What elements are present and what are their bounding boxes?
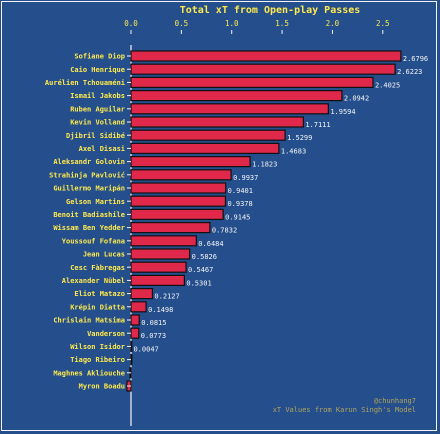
bar <box>130 261 187 273</box>
category-label: Gelson Martins <box>66 198 125 206</box>
value-label: 0.0047 <box>133 345 158 353</box>
bar <box>130 103 329 115</box>
category-label: Tiago Ribeiro <box>70 356 125 364</box>
value-label: 0.9145 <box>225 213 250 221</box>
category-label: Ismail Jakobs <box>70 92 125 100</box>
bar <box>130 195 227 207</box>
value-label: 2.0942 <box>344 95 369 103</box>
category-label: Aurélien Tchouaméni <box>45 79 125 87</box>
category-label: Djibril Sidibé <box>66 132 125 140</box>
bar <box>130 274 185 286</box>
value-label: 0.9937 <box>233 174 258 182</box>
value-label: 0.1498 <box>148 306 173 314</box>
value-label: 2.4025 <box>375 81 400 89</box>
chart-title: Total xT from Open-play Passes <box>180 5 361 16</box>
category-label: Eliot Matazo <box>74 290 125 298</box>
category-label: Myron Boadu <box>79 383 125 391</box>
bar <box>130 354 133 366</box>
x-tick-label: 1.5 <box>275 19 289 28</box>
category-label: Benoit Badiashile <box>53 211 125 219</box>
bar <box>130 301 147 313</box>
bar <box>130 182 227 194</box>
value-label: 2.6223 <box>397 68 422 76</box>
value-label: 0.0773 <box>141 332 166 340</box>
category-label: Wilson Isidor <box>70 343 125 351</box>
x-tick-label: 0.5 <box>175 19 189 28</box>
value-label: 1.1823 <box>252 161 277 169</box>
bar <box>130 76 374 89</box>
bar <box>130 208 224 220</box>
bar <box>130 235 197 247</box>
bar <box>130 116 304 128</box>
value-label: 0.2127 <box>154 293 179 301</box>
bar <box>130 50 402 62</box>
value-label: 0.5467 <box>188 266 213 274</box>
source-credit: xT Values from Karun Singh's Model <box>272 406 416 414</box>
category-label: Strahinja Pavlović <box>49 171 125 179</box>
value-label: 1.4683 <box>281 147 306 155</box>
bar <box>130 288 154 300</box>
x-tick-label: 2.5 <box>376 19 390 28</box>
bar <box>130 142 280 154</box>
category-label: Chrislain Matsima <box>53 317 125 325</box>
bar <box>130 340 133 352</box>
category-label: Cesc Fàbregas <box>70 264 125 272</box>
category-label: Sofiane Diop <box>74 53 125 61</box>
value-label: 0.9401 <box>228 187 253 195</box>
value-label: 1.5299 <box>287 134 312 142</box>
bar <box>130 63 396 75</box>
bar <box>130 89 343 102</box>
category-label: Axel Disasi <box>79 145 125 153</box>
value-label: 0.0815 <box>141 319 166 327</box>
bar <box>130 314 140 326</box>
x-tick-label: 1.0 <box>225 19 239 28</box>
bar <box>130 156 251 168</box>
value-label: 1.7111 <box>305 121 330 129</box>
category-label: Youssouf Fofana <box>62 237 125 245</box>
bar <box>130 129 286 141</box>
category-label: Guillermo Maripán <box>53 185 125 193</box>
category-label: Alexander Nübel <box>62 277 125 285</box>
x-tick-label: 0.0 <box>124 19 138 28</box>
bar <box>130 222 211 234</box>
value-label: 0.6484 <box>198 240 223 248</box>
value-label: 2.6796 <box>403 55 428 63</box>
value-label: 0.5826 <box>192 253 217 261</box>
category-label: Ruben Aguilar <box>70 105 125 113</box>
value-label: 0.7832 <box>212 227 237 235</box>
bar <box>130 248 191 260</box>
value-label: 0.9378 <box>227 200 252 208</box>
category-label: Krépin Diatta <box>70 303 125 311</box>
category-label: Caio Henrique <box>70 66 125 74</box>
category-label: Wissam Ben Yedder <box>53 224 125 232</box>
x-tick-label: 2.0 <box>326 19 340 28</box>
bar <box>130 169 232 181</box>
category-label: Aleksandr Golovin <box>53 158 125 166</box>
category-label: Maghnes Akliouche <box>53 369 125 377</box>
category-label: Vanderson <box>87 330 125 338</box>
category-label: Jean Lucas <box>83 251 125 259</box>
value-label: 1.9594 <box>330 108 355 116</box>
bar <box>130 327 140 339</box>
author-credit: @chunhang7 <box>373 397 416 405</box>
value-label: 0.5301 <box>186 279 211 287</box>
category-label: Kevin Volland <box>70 119 125 127</box>
